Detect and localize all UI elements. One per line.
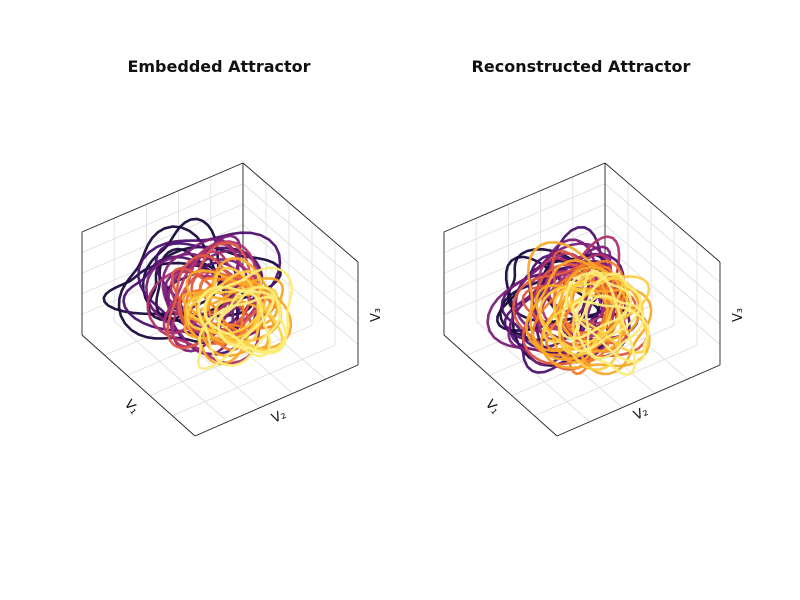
trajectory-loop (197, 285, 283, 367)
trajectory-loop (203, 266, 294, 354)
grid-line (242, 183, 359, 283)
trajectory-loop (177, 241, 265, 336)
grid-line (604, 224, 721, 325)
reconstructed-title: Reconstructed Attractor (472, 57, 691, 76)
trajectory-loop (213, 292, 263, 344)
trajectory-loop (584, 294, 645, 360)
grid-line (604, 183, 721, 283)
panel-reconstructed: Reconstructed Attractor V₁ V₂ V₃ (443, 57, 746, 437)
axis-edge (443, 334, 558, 437)
grid-line (146, 307, 261, 408)
embedded-xlabel: V₁ (121, 397, 142, 417)
trajectory-loop (572, 272, 642, 353)
trajectory-loop (538, 272, 629, 371)
grid-line (113, 320, 228, 423)
grid-line (443, 183, 606, 253)
axis-edge (81, 162, 244, 233)
grid-line (534, 344, 698, 417)
reconstructed-ylabel: V₂ (632, 404, 651, 423)
trajectory-loop (525, 259, 625, 353)
trajectory-loop (183, 280, 267, 366)
axis-edge (81, 334, 196, 437)
trajectory-loop (527, 241, 641, 361)
trajectory-reconstructed (486, 226, 653, 376)
trajectory-loop (565, 276, 650, 354)
trajectory-loop (197, 295, 275, 370)
trajectory-loop (575, 269, 636, 376)
grid-line (81, 203, 244, 274)
trajectory-loop (571, 300, 650, 364)
grid-line (604, 245, 721, 345)
grid-line (81, 183, 244, 253)
trajectory-loop (217, 289, 272, 358)
axis-edge (556, 364, 721, 437)
grid-line (242, 203, 359, 304)
embedded-zlabel: V₃ (369, 308, 384, 322)
grid-line (604, 203, 721, 304)
trajectory-loop (542, 276, 624, 349)
axis-edge (194, 364, 359, 437)
reconstructed-zlabel: V₃ (731, 308, 746, 322)
trajectory-loop (559, 272, 633, 340)
axis-edge (242, 162, 359, 263)
grid-line (242, 224, 359, 325)
axis-edge (604, 162, 721, 263)
axis-edge (443, 162, 606, 233)
trajectory-loop (535, 284, 609, 364)
embedded-title: Embedded Attractor (127, 57, 310, 76)
grid-line (443, 203, 606, 274)
grid-line (242, 245, 359, 345)
panel-embedded: Embedded Attractor V₁ V₂ V₃ (81, 57, 384, 437)
trajectory-loop (145, 237, 240, 356)
grid-line (443, 224, 606, 295)
grid-line (172, 344, 336, 417)
embedded-ylabel: V₂ (270, 407, 289, 426)
trajectory-loop (146, 240, 261, 365)
trajectory-embedded (102, 217, 294, 370)
reconstructed-xlabel: V₁ (482, 397, 503, 417)
